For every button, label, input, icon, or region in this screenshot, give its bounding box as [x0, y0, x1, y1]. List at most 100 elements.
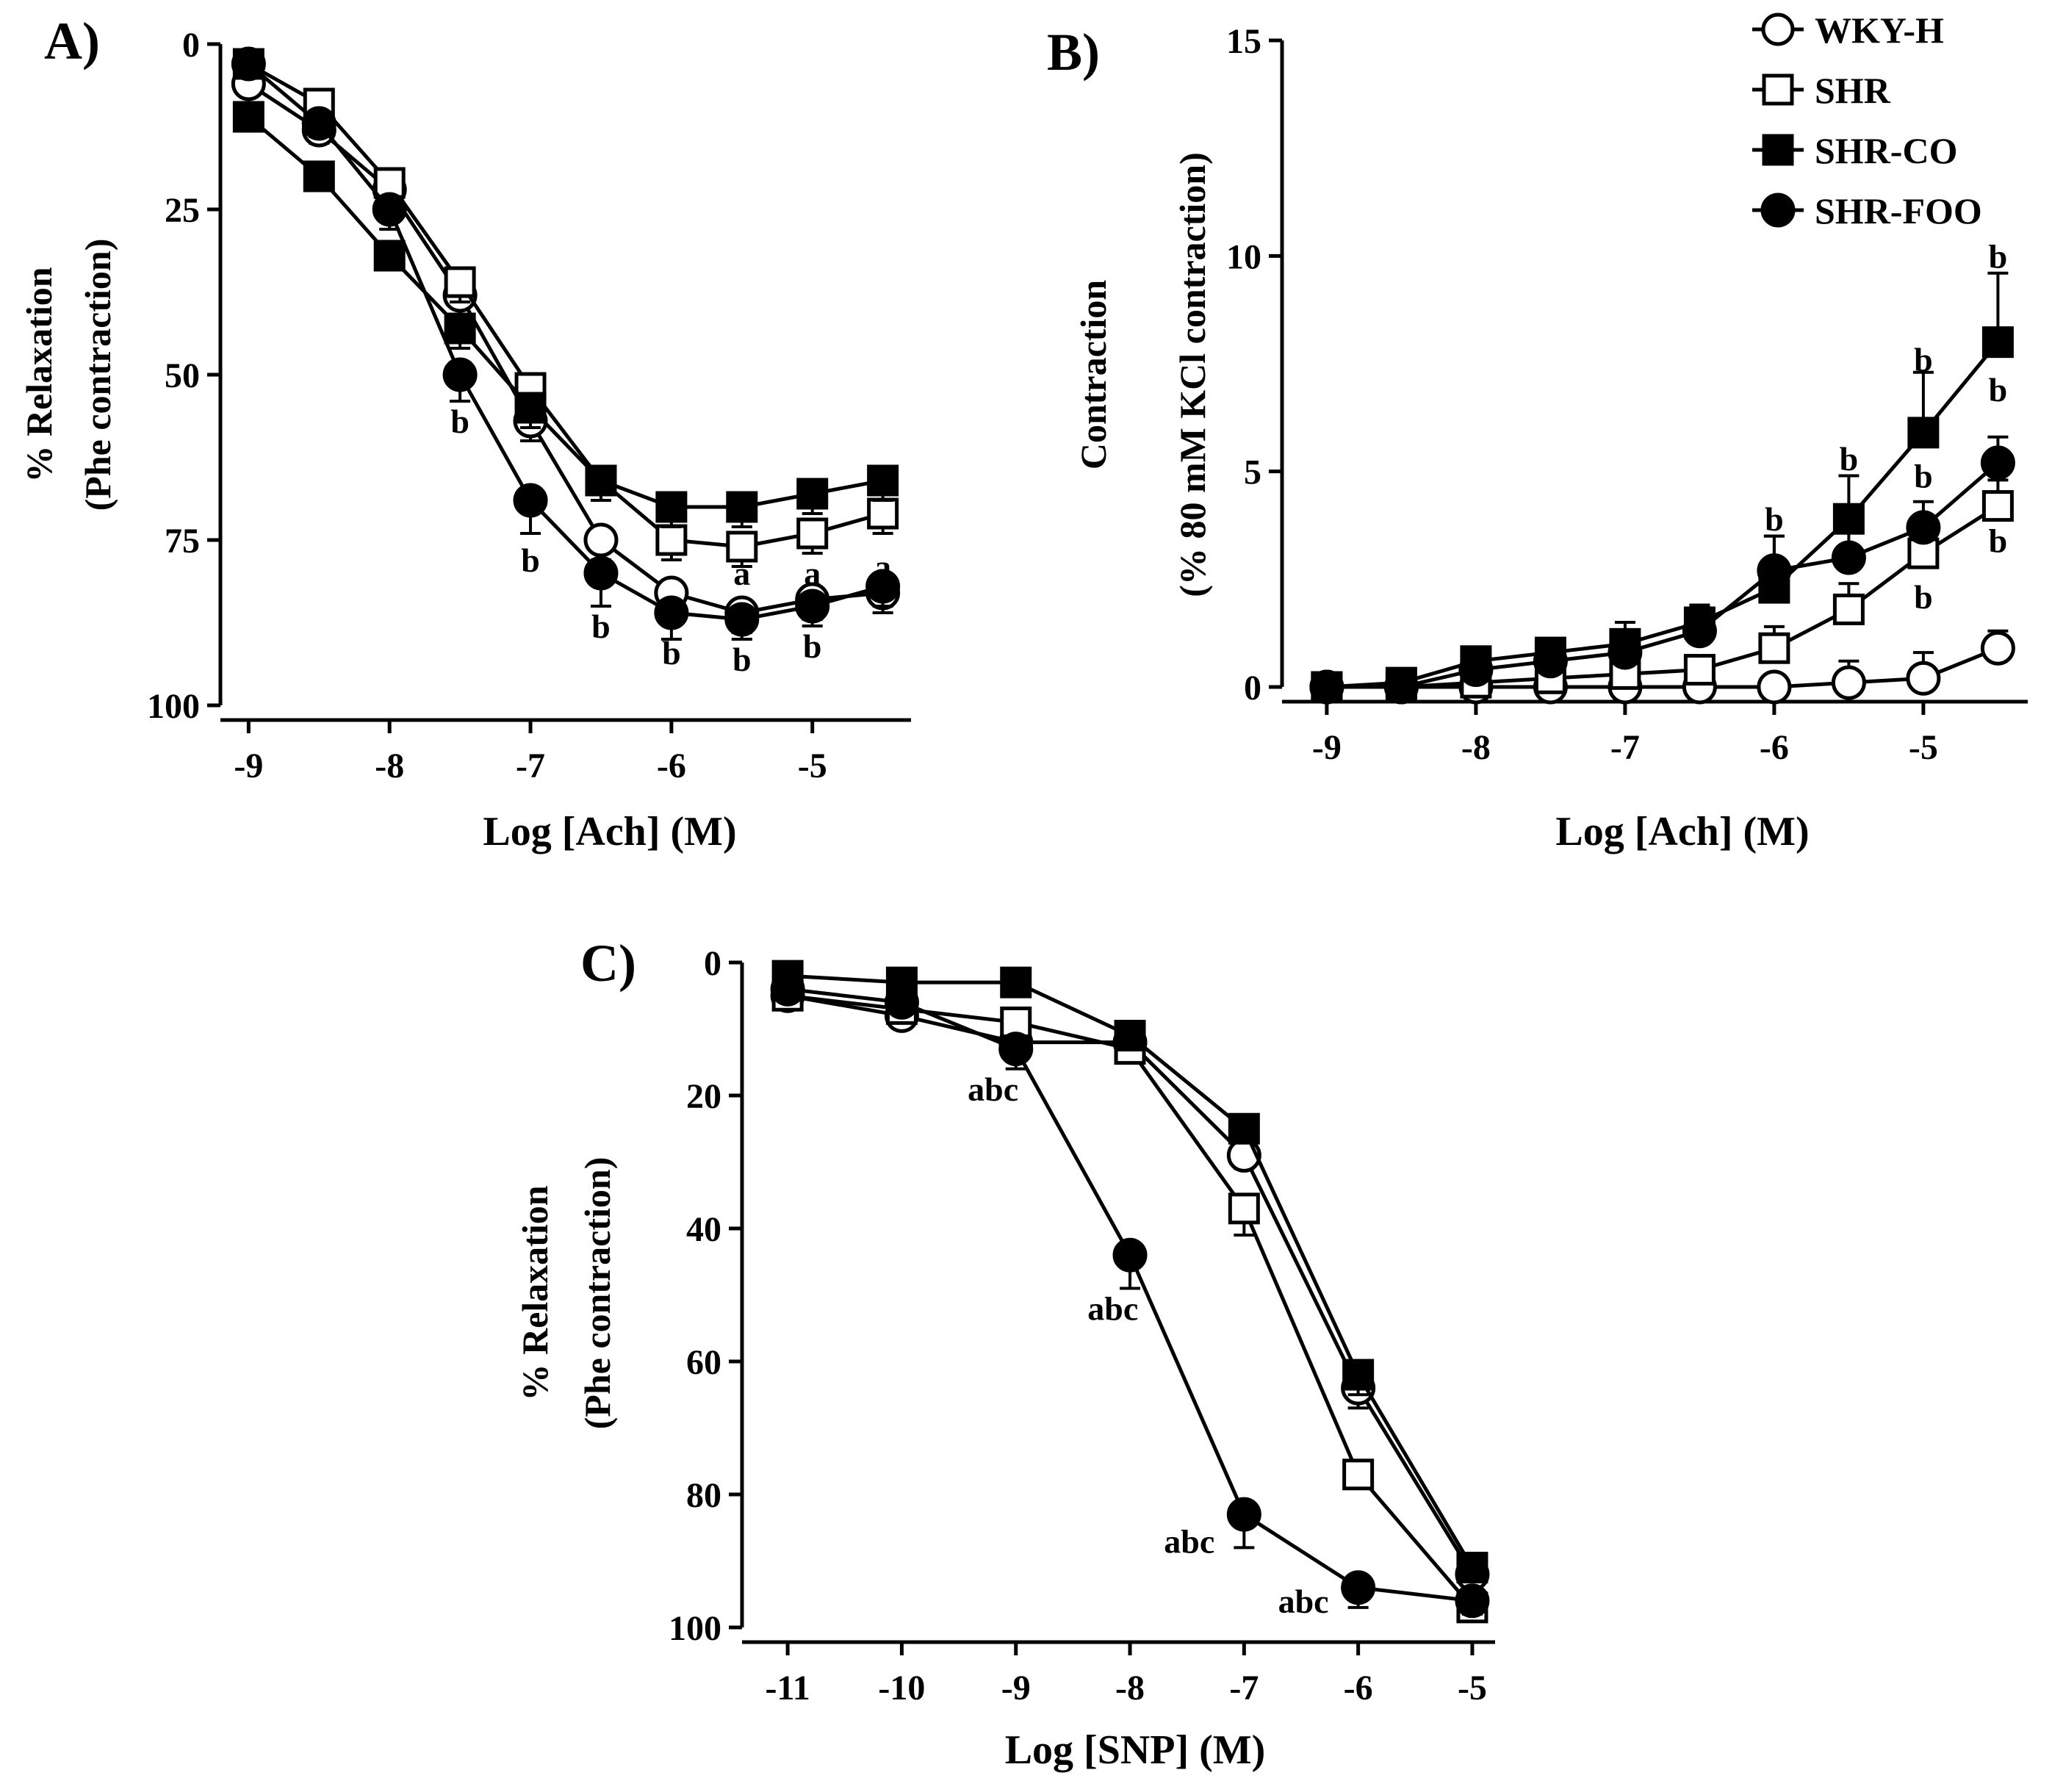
panel-b-series-shr-co-point	[1981, 326, 2014, 359]
panel-b-series-wky-h-line	[1326, 646, 1999, 689]
panel-b-y-tick-label: 15	[1226, 22, 1261, 61]
panel-b-series-shr-foo-point	[1980, 445, 2015, 481]
square-filled-icon	[1762, 134, 1794, 166]
panel-a-series-shr-foo-point	[513, 483, 548, 518]
panel-a-x-tick-label: -9	[234, 746, 263, 785]
panel-a: A) % Relaxation (Phe contraction) Log [A…	[18, 12, 911, 854]
panel-b-series-shr-foo-point	[1906, 510, 1941, 545]
panel-c-significance-label: abc	[968, 1070, 1018, 1108]
panel-b-series-wky-h-point	[1980, 630, 2015, 666]
panel-c-y-tick-label: 0	[704, 944, 721, 983]
panel-a-significance-label: b	[450, 403, 469, 440]
panel-c-x-tick-label: -9	[1001, 1669, 1031, 1708]
panel-b-series-shr-point	[1758, 632, 1790, 664]
panel-a-series-shr-foo-point	[865, 569, 901, 604]
legend-label: WKY-H	[1815, 10, 1944, 51]
panel-c-significance-label: abc	[1164, 1522, 1214, 1560]
panel-a-x-tick-label: -8	[375, 746, 404, 785]
panel-a-series-shr-co-point	[796, 478, 829, 510]
panel-b-x-tick-label: -7	[1610, 728, 1640, 767]
panel-b-x-tick-label: -6	[1760, 728, 1789, 767]
panel-a-x-title: Log [Ach] (M)	[483, 809, 736, 854]
panel-b-y-title-line1: Contraction	[1073, 280, 1114, 469]
panel-b-x-tick-label: -5	[1909, 728, 1938, 767]
panel-a-y-tick-label: 75	[165, 522, 200, 561]
panel-a-series-shr-line	[248, 62, 884, 549]
panel-a-significance-label: b	[732, 641, 752, 678]
panel-b: B) Contraction (% 80 mM KCl contraction)…	[1047, 22, 2028, 854]
panel-a-y-title-line1: % Relaxation	[18, 267, 60, 482]
panel-a-series-shr-foo-point	[583, 555, 619, 591]
panel-b-x-tick-label: -8	[1461, 728, 1491, 767]
panel-c-series-shr-foo-point	[1226, 1497, 1261, 1532]
panel-b-series-shr-foo-point	[1309, 669, 1344, 705]
panel-b-y-tick-label: 10	[1226, 237, 1261, 276]
panel-a-significance-label: b	[521, 541, 540, 579]
panel-a-series-shr-foo-point	[372, 192, 407, 227]
legend-item-shr-foo: SHR-FOO	[1752, 190, 1982, 231]
panel-a-y-tick-label: 50	[165, 356, 200, 395]
panel-b-significance-label: b	[1914, 578, 1933, 616]
panel-c-series-shr-co-point	[1228, 1112, 1260, 1145]
panel-a-y-tick-label: 25	[165, 191, 200, 230]
panel-c-significance-label: abc	[1087, 1290, 1138, 1328]
panel-b-significance-label: b	[1914, 341, 1933, 378]
legend: WKY-H SHR SHR-CO SHR-FOO	[1752, 10, 1982, 231]
panel-a-series-shr-co-point	[303, 160, 335, 192]
panel-a-series-shr-foo-point	[654, 595, 689, 630]
panel-a-significance-label: b	[803, 627, 822, 665]
panel-b-series-shr-co-point	[1907, 417, 1940, 449]
panel-a-series-shr-foo-line	[247, 62, 884, 622]
panel-a-series-shr-point	[655, 524, 688, 556]
panel-c-significance-label: abc	[1278, 1583, 1329, 1620]
circle-open-icon	[1761, 12, 1795, 46]
panel-a-series-shr-co-line	[247, 115, 884, 509]
panel-a-y-tick-label: 0	[182, 26, 200, 65]
panel-c-x-tick-label: -11	[765, 1669, 810, 1708]
panel-b-series-wky-h-point	[1831, 665, 1866, 700]
panel-a-x-tick-label: -5	[798, 746, 827, 785]
panel-a-series-shr-co-point	[514, 392, 547, 424]
panel-b-y-tick-label: 5	[1244, 453, 1261, 492]
panel-b-series-shr-foo-point	[1831, 540, 1866, 575]
panel-b-significance-label: b	[1989, 237, 2008, 275]
panel-c-series-shr-foo-point	[884, 985, 919, 1020]
panel-b-significance-label: b	[1989, 371, 2008, 409]
panel-b-y-title-line2: (% 80 mM KCl contraction)	[1172, 152, 1213, 597]
panel-b-significance-label: b	[1840, 440, 1859, 478]
panel-c-y-title-line2: (Phe contraction)	[577, 1157, 618, 1430]
square-open-icon	[1762, 73, 1794, 106]
panel-a-series-shr-foo-point	[231, 46, 266, 82]
panel-a-series-shr-foo-point	[442, 357, 478, 392]
panel-a-series-shr-point	[796, 517, 829, 550]
panel-a-series-shr-foo-point	[724, 602, 760, 637]
panel-b-series-shr-foo-point	[1757, 553, 1792, 589]
panel-c-x-tick-label: -7	[1229, 1669, 1259, 1708]
panel-a-significance-label: a	[804, 555, 821, 592]
panel-a-series-shr-point	[867, 497, 899, 530]
panel-c-x-tick-label: -6	[1344, 1669, 1373, 1708]
panel-a-y-title-line2: (Phe contraction)	[77, 239, 118, 511]
panel-b-x-tick-label: -9	[1312, 728, 1342, 767]
panel-a-series-shr-co-point	[655, 491, 688, 523]
legend-label: SHR-FOO	[1815, 190, 1982, 231]
panel-c-x-tick-label: -5	[1458, 1669, 1487, 1708]
panel-b-series-wky-h-point	[1757, 669, 1792, 705]
panel-b-series-shr-foo-point	[1682, 613, 1717, 649]
panel-c-label: C)	[580, 934, 636, 993]
panel-a-y-tick-label: 100	[147, 687, 200, 726]
panel-a-significance-label: a	[733, 555, 750, 592]
panel-a-series-shr-co-point	[373, 240, 406, 272]
panel-c-x-tick-label: -8	[1115, 1669, 1145, 1708]
panel-c-series-shr-co-point	[1456, 1552, 1488, 1584]
panel-a-series-shr-co-point	[444, 312, 476, 345]
legend-label: SHR	[1815, 70, 1891, 111]
panel-a-series-shr-co-point	[585, 464, 617, 497]
panel-c-y-tick-label: 20	[686, 1077, 721, 1116]
panel-b-significance-label: b	[1914, 458, 1933, 495]
panel-b-series-shr-point	[1981, 490, 2014, 522]
panel-a-series-shr-co-point	[867, 464, 899, 497]
panel-a-series-shr-foo-point	[795, 589, 830, 624]
panel-b-series-shr-foo-point	[1533, 644, 1568, 679]
